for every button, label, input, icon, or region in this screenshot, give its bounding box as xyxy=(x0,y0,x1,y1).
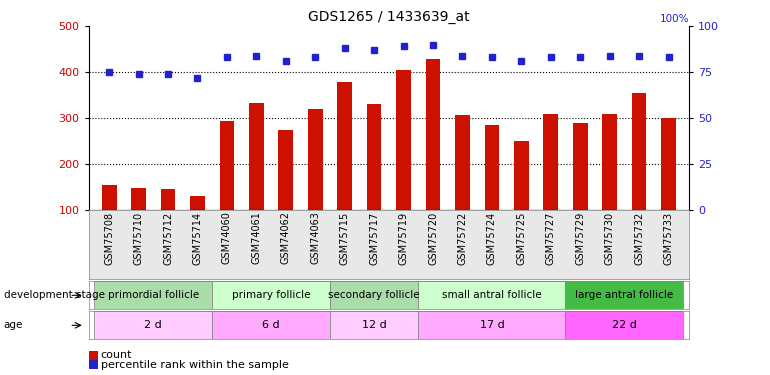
Text: primary follicle: primary follicle xyxy=(232,290,310,300)
Bar xyxy=(426,59,440,210)
Bar xyxy=(544,114,558,210)
Bar xyxy=(573,123,588,210)
Text: development stage: development stage xyxy=(4,290,105,300)
Text: small antral follicle: small antral follicle xyxy=(442,290,542,300)
Bar xyxy=(308,109,323,210)
Bar xyxy=(131,188,146,210)
Bar xyxy=(661,118,676,210)
Text: 2 d: 2 d xyxy=(145,320,162,330)
Bar xyxy=(631,93,647,210)
Text: 100%: 100% xyxy=(660,14,689,24)
Text: 6 d: 6 d xyxy=(263,320,280,330)
Bar xyxy=(337,82,352,210)
Text: GSM74061: GSM74061 xyxy=(251,211,261,264)
Text: GSM74063: GSM74063 xyxy=(310,211,320,264)
Bar xyxy=(484,125,499,210)
Bar xyxy=(455,115,470,210)
Text: GSM75733: GSM75733 xyxy=(664,211,674,264)
Text: GSM75717: GSM75717 xyxy=(369,211,379,265)
Text: percentile rank within the sample: percentile rank within the sample xyxy=(101,360,289,370)
Text: GSM75722: GSM75722 xyxy=(457,211,467,265)
Text: GSM75710: GSM75710 xyxy=(134,211,143,264)
Text: GSM75725: GSM75725 xyxy=(517,211,527,265)
Bar xyxy=(565,311,683,339)
Bar xyxy=(161,189,176,210)
Bar xyxy=(330,311,418,339)
Text: GSM75708: GSM75708 xyxy=(104,211,114,264)
Bar xyxy=(213,281,330,309)
Text: age: age xyxy=(4,320,23,330)
Text: GSM75729: GSM75729 xyxy=(575,211,585,265)
Bar xyxy=(213,311,330,339)
Bar xyxy=(249,103,263,210)
Bar xyxy=(330,281,418,309)
Text: 17 d: 17 d xyxy=(480,320,504,330)
Bar xyxy=(219,122,234,210)
Bar xyxy=(367,104,381,210)
Text: GSM75730: GSM75730 xyxy=(604,211,614,264)
Text: GSM75720: GSM75720 xyxy=(428,211,438,265)
Bar xyxy=(95,281,213,309)
Text: GSM74060: GSM74060 xyxy=(222,211,232,264)
Bar xyxy=(279,130,293,210)
Text: GSM75712: GSM75712 xyxy=(163,211,173,265)
Text: GSM75714: GSM75714 xyxy=(192,211,203,264)
Text: GSM75732: GSM75732 xyxy=(634,211,644,265)
Bar xyxy=(418,311,565,339)
Bar xyxy=(397,70,411,210)
Text: GSM74062: GSM74062 xyxy=(281,211,291,264)
Bar xyxy=(602,114,617,210)
Text: 22 d: 22 d xyxy=(612,320,637,330)
Title: GDS1265 / 1433639_at: GDS1265 / 1433639_at xyxy=(308,10,470,24)
Bar xyxy=(565,281,683,309)
Bar xyxy=(190,196,205,210)
Text: 12 d: 12 d xyxy=(362,320,387,330)
Text: GSM75715: GSM75715 xyxy=(340,211,350,265)
Bar xyxy=(418,281,565,309)
Text: large antral follicle: large antral follicle xyxy=(575,290,674,300)
Text: primordial follicle: primordial follicle xyxy=(108,290,199,300)
Bar xyxy=(102,185,116,210)
Text: count: count xyxy=(101,351,132,360)
Bar xyxy=(514,141,529,210)
Text: GSM75727: GSM75727 xyxy=(546,211,556,265)
Text: GSM75724: GSM75724 xyxy=(487,211,497,265)
Text: secondary follicle: secondary follicle xyxy=(328,290,420,300)
Text: GSM75719: GSM75719 xyxy=(399,211,409,264)
Bar xyxy=(95,311,213,339)
